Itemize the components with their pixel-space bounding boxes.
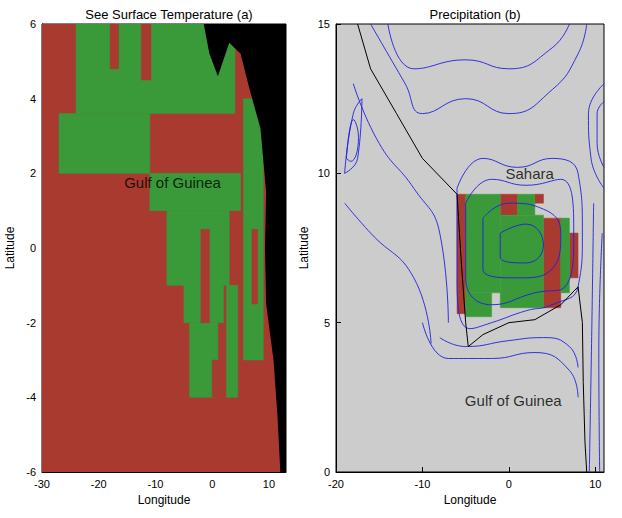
svg-text:Gulf of Guinea: Gulf of Guinea: [124, 174, 221, 191]
svg-text:Gulf of Guinea: Gulf of Guinea: [465, 392, 562, 409]
svg-text:0: 0: [506, 478, 512, 490]
svg-text:-30: -30: [34, 478, 50, 490]
svg-text:4: 4: [30, 93, 36, 105]
svg-text:Sahara: Sahara: [505, 165, 554, 182]
svg-text:-2: -2: [26, 317, 36, 329]
svg-text:See Surface Temperature (a): See Surface Temperature (a): [85, 7, 252, 22]
svg-text:Longitude: Longitude: [138, 493, 191, 507]
svg-text:10: 10: [263, 478, 275, 490]
svg-text:-20: -20: [328, 478, 344, 490]
svg-text:0: 0: [324, 466, 330, 478]
svg-text:2: 2: [30, 167, 36, 179]
svg-text:0: 0: [30, 242, 36, 254]
svg-text:-10: -10: [148, 478, 164, 490]
svg-text:15: 15: [318, 18, 330, 30]
svg-text:10: 10: [589, 478, 601, 490]
svg-text:Latitude: Latitude: [297, 226, 311, 269]
svg-text:-4: -4: [26, 391, 36, 403]
svg-text:Longitude: Longitude: [444, 493, 497, 507]
svg-text:-10: -10: [414, 478, 430, 490]
svg-text:5: 5: [324, 317, 330, 329]
svg-text:Precipitation (b): Precipitation (b): [429, 7, 520, 22]
svg-text:10: 10: [318, 167, 330, 179]
svg-text:Latitude: Latitude: [3, 226, 17, 269]
svg-text:0: 0: [209, 478, 215, 490]
svg-text:-20: -20: [91, 478, 107, 490]
svg-text:6: 6: [30, 18, 36, 30]
svg-text:-6: -6: [26, 466, 36, 478]
